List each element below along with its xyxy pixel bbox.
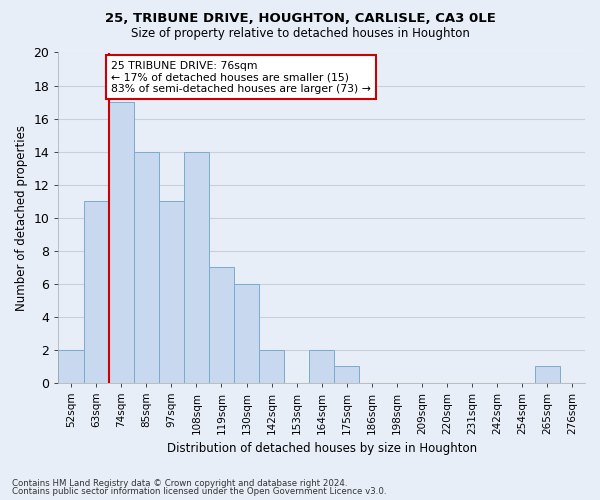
Y-axis label: Number of detached properties: Number of detached properties (15, 124, 28, 310)
Text: Contains public sector information licensed under the Open Government Licence v3: Contains public sector information licen… (12, 487, 386, 496)
Bar (83, 201, 109, 382)
Bar (259, 350, 284, 382)
Bar (109, 102, 134, 382)
Bar (58, 350, 83, 382)
Text: Contains HM Land Registry data © Crown copyright and database right 2024.: Contains HM Land Registry data © Crown c… (12, 478, 347, 488)
Bar (134, 152, 159, 382)
Bar (535, 366, 560, 382)
Text: Size of property relative to detached houses in Houghton: Size of property relative to detached ho… (131, 28, 469, 40)
Bar (309, 350, 334, 382)
X-axis label: Distribution of detached houses by size in Houghton: Distribution of detached houses by size … (167, 442, 477, 455)
Text: 25, TRIBUNE DRIVE, HOUGHTON, CARLISLE, CA3 0LE: 25, TRIBUNE DRIVE, HOUGHTON, CARLISLE, C… (104, 12, 496, 26)
Bar (209, 267, 234, 382)
Bar (334, 366, 359, 382)
Text: 25 TRIBUNE DRIVE: 76sqm
← 17% of detached houses are smaller (15)
83% of semi-de: 25 TRIBUNE DRIVE: 76sqm ← 17% of detache… (111, 61, 371, 94)
Bar (159, 201, 184, 382)
Bar (234, 284, 259, 382)
Bar (184, 152, 209, 382)
